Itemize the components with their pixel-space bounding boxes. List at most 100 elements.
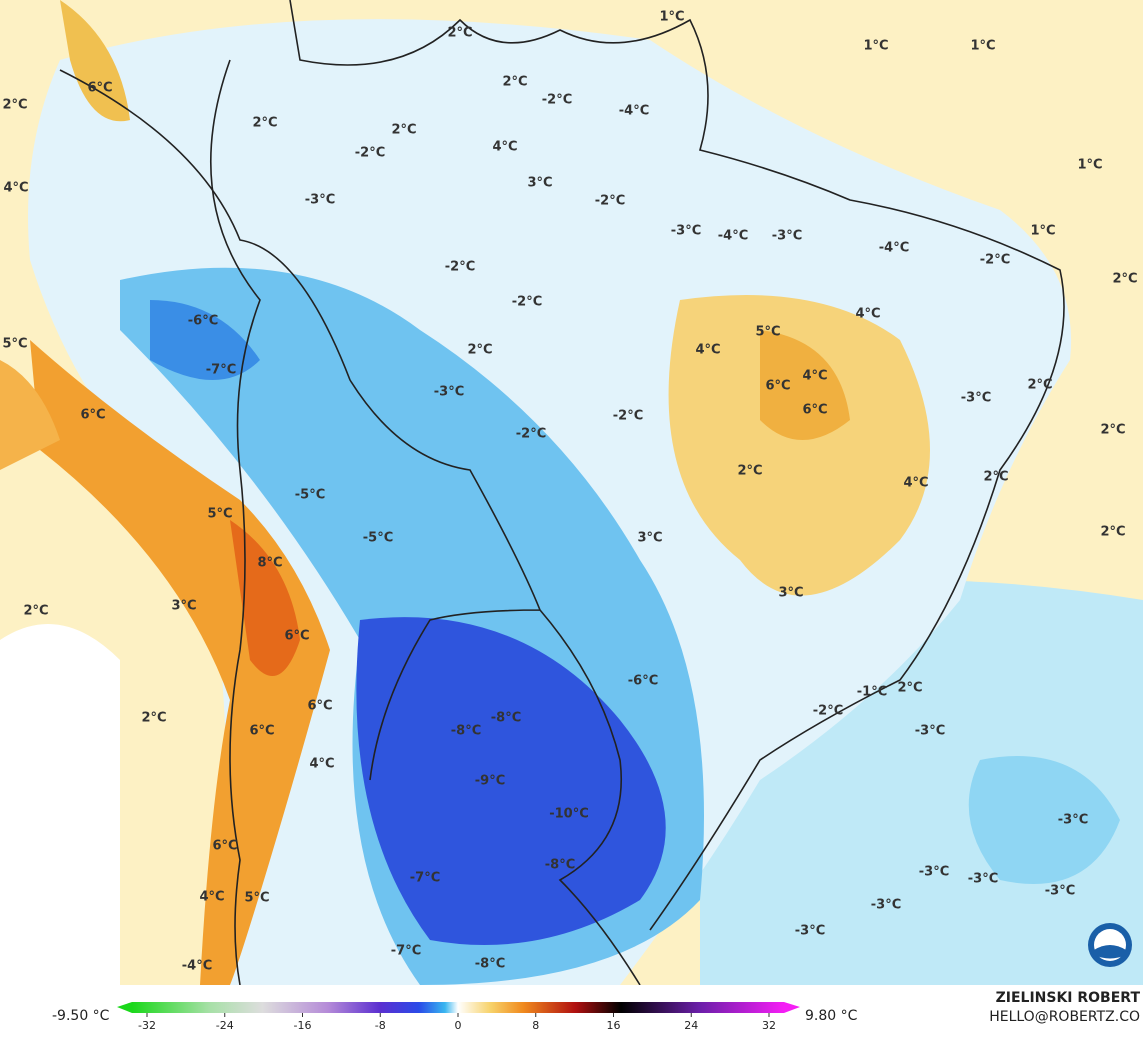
temperature-label: 3°C xyxy=(778,586,803,601)
temperature-label: 6°C xyxy=(802,403,827,418)
temperature-label: 4°C xyxy=(199,890,224,905)
temperature-label: -5°C xyxy=(295,488,325,503)
temperature-label: 2°C xyxy=(391,123,416,138)
temperature-label: 4°C xyxy=(903,476,928,491)
temperature-label: -10°C xyxy=(549,807,589,822)
temperature-label: -2°C xyxy=(445,260,475,275)
temperature-label: 1°C xyxy=(659,10,684,25)
colorbar-tick-label: -8 xyxy=(375,1019,386,1032)
temperature-label: 6°C xyxy=(87,81,112,96)
temperature-label: 3°C xyxy=(171,599,196,614)
temperature-label: 4°C xyxy=(309,757,334,772)
colorbar-tick-label: -16 xyxy=(294,1019,312,1032)
temperature-label: -2°C xyxy=(613,409,643,424)
colorbar-max-arrow xyxy=(784,1002,800,1013)
temperature-label: -3°C xyxy=(961,391,991,406)
temperature-label: -4°C xyxy=(718,229,748,244)
temperature-label: 6°C xyxy=(307,699,332,714)
temperature-label: -3°C xyxy=(795,924,825,939)
map-background xyxy=(0,0,1143,985)
temperature-label: 6°C xyxy=(284,629,309,644)
temperature-label: -3°C xyxy=(1058,813,1088,828)
colorbar-min-label: -9.50 °C xyxy=(52,1008,110,1024)
temperature-label: 2°C xyxy=(502,75,527,90)
temperature-label: -3°C xyxy=(434,385,464,400)
colorbar-tick-label: -32 xyxy=(138,1019,156,1032)
temperature-label: -9°C xyxy=(475,774,505,789)
temperature-label: -7°C xyxy=(410,871,440,886)
credit-name: ZIELINSKI ROBERT xyxy=(996,990,1141,1006)
colorbar-tick-label: 8 xyxy=(532,1019,539,1032)
temperature-label: -4°C xyxy=(182,959,212,974)
temperature-label: -2°C xyxy=(355,146,385,161)
temperature-label: -3°C xyxy=(919,865,949,880)
temperature-label: 8°C xyxy=(257,556,282,571)
temperature-label: -8°C xyxy=(451,724,481,739)
colorbar-tick-label: 32 xyxy=(762,1019,776,1032)
temperature-label: -2°C xyxy=(516,427,546,442)
colorbar-tick-label: 16 xyxy=(607,1019,621,1032)
temperature-label: -3°C xyxy=(968,872,998,887)
temperature-label: -8°C xyxy=(545,858,575,873)
temperature-label: 6°C xyxy=(765,379,790,394)
temperature-label: -1°C xyxy=(857,685,887,700)
temperature-label: 4°C xyxy=(802,369,827,384)
temperature-label: 3°C xyxy=(527,176,552,191)
temperature-label: 4°C xyxy=(855,307,880,322)
temperature-label: 1°C xyxy=(863,39,888,54)
temperature-label: 3°C xyxy=(637,531,662,546)
temperature-label: -6°C xyxy=(188,314,218,329)
temperature-label: -3°C xyxy=(915,724,945,739)
temperature-label: -7°C xyxy=(206,363,236,378)
temperature-label: -8°C xyxy=(491,711,521,726)
credit-email: HELLO@ROBERTZ.CO xyxy=(989,1009,1140,1025)
temperature-label: -4°C xyxy=(619,104,649,119)
temperature-label: 2°C xyxy=(2,98,27,113)
colorbar-tick-label: 24 xyxy=(684,1019,698,1032)
temperature-label: 2°C xyxy=(1100,525,1125,540)
temperature-label: 1°C xyxy=(970,39,995,54)
temperature-label: 6°C xyxy=(249,724,274,739)
temperature-label: -3°C xyxy=(671,224,701,239)
temperature-label: -4°C xyxy=(879,241,909,256)
colorbar xyxy=(132,1002,784,1013)
temperature-label: 5°C xyxy=(244,891,269,906)
temperature-label: 2°C xyxy=(1027,378,1052,393)
temperature-label: -3°C xyxy=(305,193,335,208)
temperature-label: 5°C xyxy=(207,507,232,522)
temperature-label: 6°C xyxy=(80,408,105,423)
temperature-label: 2°C xyxy=(23,604,48,619)
colorbar-tick-label: -24 xyxy=(216,1019,234,1032)
temperature-label: 1°C xyxy=(1077,158,1102,173)
temperature-label: 2°C xyxy=(1100,423,1125,438)
colorbar-min-arrow xyxy=(117,1002,132,1013)
temperature-label: 2°C xyxy=(141,711,166,726)
temperature-label: 4°C xyxy=(3,181,28,196)
temperature-label: -2°C xyxy=(813,704,843,719)
colorbar-tick-label: 0 xyxy=(455,1019,462,1032)
temperature-label: -2°C xyxy=(980,253,1010,268)
temperature-label: -2°C xyxy=(542,93,572,108)
temperature-label: -3°C xyxy=(1045,884,1075,899)
temperature-label: 2°C xyxy=(983,470,1008,485)
temperature-label: 5°C xyxy=(755,325,780,340)
temperature-label: 5°C xyxy=(2,337,27,352)
noaa-logo xyxy=(1088,923,1132,967)
borders xyxy=(59,0,1065,986)
temperature-label: -8°C xyxy=(475,957,505,972)
temperature-label: 2°C xyxy=(897,681,922,696)
temperature-label: -3°C xyxy=(871,898,901,913)
temperature-label: 6°C xyxy=(212,839,237,854)
temperature-label: -2°C xyxy=(595,194,625,209)
temperature-label: 2°C xyxy=(467,343,492,358)
temperature-label: 4°C xyxy=(695,343,720,358)
temperature-label: 4°C xyxy=(492,140,517,155)
temperature-label: 2°C xyxy=(737,464,762,479)
colorbar-max-label: 9.80 °C xyxy=(805,1008,858,1024)
temperature-label: -6°C xyxy=(628,674,658,689)
temperature-labels: 1°C 1°C 1°C 2°C 2°C 6°C 2°C -2°C -4°C 2°C 2°C 4°C -2… xyxy=(2,10,1137,974)
temperature-label: 2°C xyxy=(252,116,277,131)
temperature-label: 1°C xyxy=(1030,224,1055,239)
